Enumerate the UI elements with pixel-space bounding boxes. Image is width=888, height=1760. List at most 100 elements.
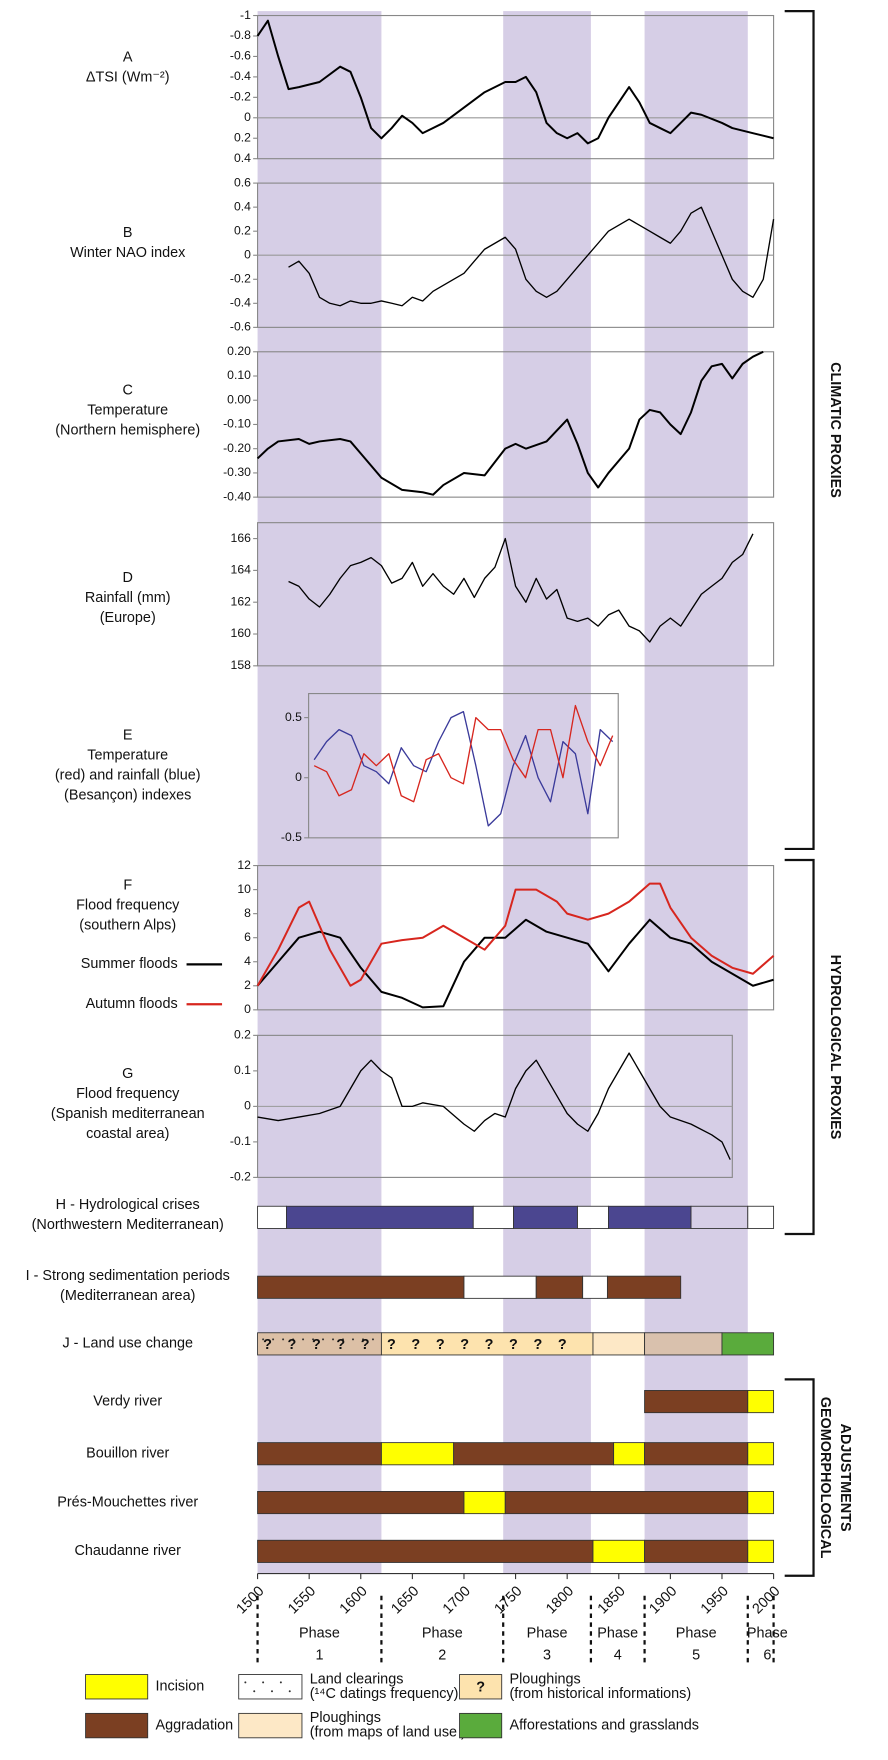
panel-label: H - Hydrological crises [56,1197,200,1213]
x-tick-label: 1700 [440,1583,474,1617]
series-line [257,1052,731,1160]
panel-label: F [123,877,132,893]
period-bar [747,1539,775,1563]
series-line [313,704,614,803]
pattern-dot [270,1690,273,1693]
pattern-dot [279,1681,282,1684]
y-tick-label: 12 [237,858,251,872]
y-tick-label: -0.6 [230,320,251,334]
period-bar [257,1442,382,1466]
panel-label: Temperature [87,748,168,764]
y-tick-label: 8 [244,906,251,920]
y-tick-label: -0.2 [230,271,251,285]
period-bar [721,1332,775,1356]
pattern-dot [292,1338,295,1341]
y-tick-label: -0.4 [230,69,251,83]
panel-label: (Spanish mediterranean [51,1106,205,1122]
period-bar [608,1205,692,1229]
x-tick-label: 1650 [388,1583,422,1617]
period-bar [257,1275,465,1299]
legend-text: Ploughings [310,1710,381,1726]
panel-label: (southern Alps) [79,917,176,933]
y-tick-label: -0.1 [230,1134,251,1148]
series-line [256,882,775,987]
phase-label: Phase [422,1625,463,1641]
y-tick-label: 0.2 [234,130,251,144]
legend-swatch [85,1712,149,1739]
symbol: ? [288,1337,297,1353]
legend-text: Incision [155,1679,204,1695]
group-label: GEOMORPHOLOGICAL [817,1397,833,1559]
phase-label: Phase [527,1625,568,1641]
pattern-dot [302,1338,305,1341]
y-tick-label: -1 [240,8,251,22]
panel-label: A [123,50,133,66]
panel-label: (Europe) [100,610,156,626]
y-tick-label: -0.30 [223,465,251,479]
period-bar [453,1442,615,1466]
pattern-dot [282,1338,285,1341]
group-bracket [784,1378,815,1577]
symbol: ? [533,1337,542,1353]
panel-label: Verdy river [93,1393,162,1409]
phase-number: 3 [543,1647,551,1663]
legend-swatch [238,1674,303,1700]
panel-label: (Northern hemisphere) [55,422,200,438]
phase-band [257,11,382,1574]
group-bracket [784,9,815,851]
phase-number: 6 [763,1647,771,1663]
period-bar [592,1539,646,1563]
y-tick-label: 158 [231,658,252,672]
y-tick-label: 0.4 [234,151,251,165]
legend-label: Summer floods [81,956,178,972]
y-tick-label: 0.2 [234,1028,251,1042]
panel-label: (Mediterranean area) [60,1288,195,1304]
y-tick-label: -0.4 [230,296,251,310]
period-bar [577,1205,609,1229]
symbol: ? [263,1337,272,1353]
legend-swatch [459,1674,503,1700]
series-line [313,710,614,827]
period-bar [257,1539,594,1563]
pattern-dot [262,1681,265,1684]
panel-label: J - Land use change [62,1336,193,1352]
legend-text: Afforestations and grasslands [509,1717,699,1733]
group-label: CLIMATIC PROXIES [827,362,843,498]
symbol: ? [312,1337,321,1353]
y-tick-label: 4 [244,954,251,968]
panel-label: D [123,570,133,586]
period-bar [644,1390,749,1414]
phase-number: 2 [438,1647,446,1663]
pattern-dot [352,1338,355,1341]
x-tick-label: 1500 [234,1583,268,1617]
phase-number: 4 [614,1647,622,1663]
x-tick-label: 1900 [646,1583,680,1617]
symbol: ? [436,1337,445,1353]
phase-label: Phase [597,1625,638,1641]
phase-number: 5 [692,1647,700,1663]
symbol: ? [509,1337,518,1353]
series-line [288,533,754,643]
panel-label: B [123,225,133,241]
period-bar [644,1442,749,1466]
period-bar [644,1539,749,1563]
panel-label: E [123,728,133,744]
symbol: ? [558,1337,567,1353]
y-tick-label: -0.8 [230,28,251,42]
y-tick-label: 0.00 [227,392,251,406]
pattern-dot [361,1338,364,1341]
phase-label: Phase [747,1625,788,1641]
y-tick-label: 166 [231,531,252,545]
period-bar [747,1442,775,1466]
phase-label: Phase [299,1625,340,1641]
panel-label: G [122,1066,133,1082]
panel-label: Flood frequency [76,897,180,913]
period-bar [513,1205,578,1229]
plot-frame [308,693,619,839]
pattern-dot [262,1338,265,1341]
y-tick-label: -0.6 [230,49,251,63]
series-line [256,918,774,1009]
panel-label: (Northwestern Mediterranean) [32,1217,224,1233]
legend-symbol: ? [476,1680,485,1696]
x-tick-label: 1850 [595,1583,629,1617]
